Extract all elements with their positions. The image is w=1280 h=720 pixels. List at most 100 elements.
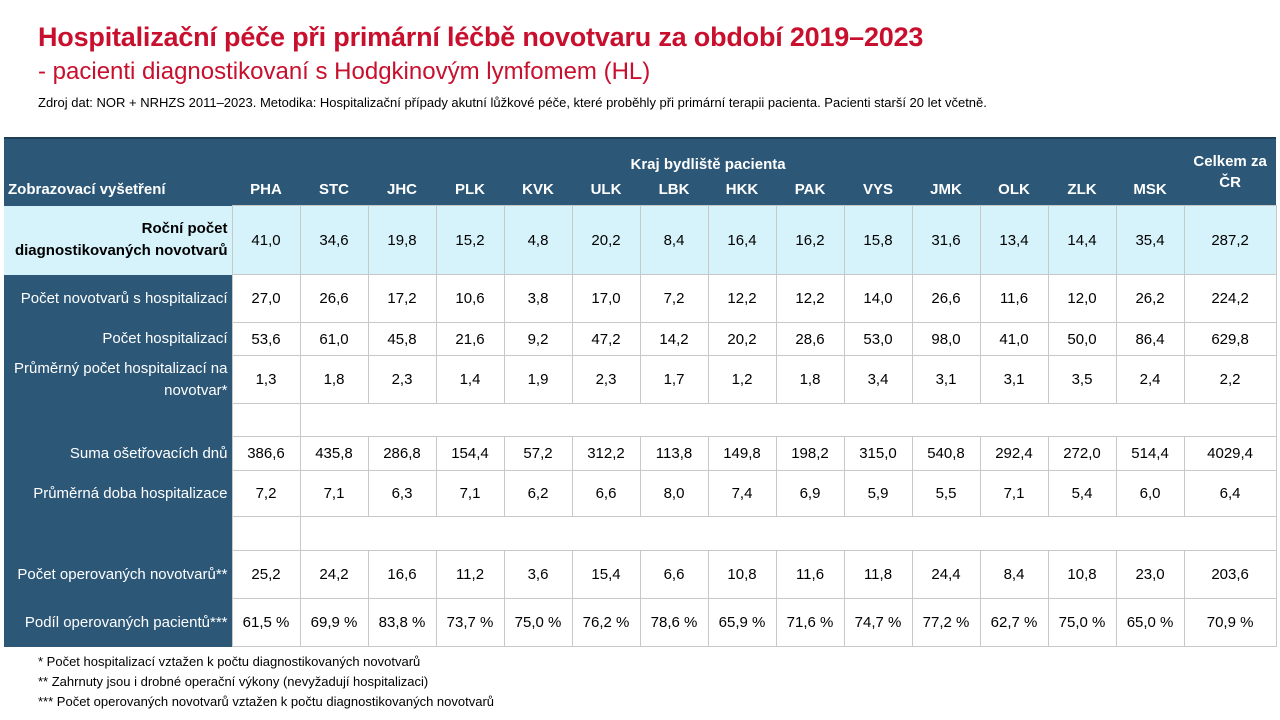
- value-cell: 315,0: [843, 436, 913, 471]
- value-cell: 53,0: [843, 322, 913, 356]
- value-cell: 2,3: [571, 355, 641, 404]
- value-cell: 12,2: [775, 274, 845, 323]
- value-cell: 47,2: [571, 322, 641, 356]
- value-cell: 540,8: [911, 436, 981, 471]
- value-cell: 17,0: [571, 274, 641, 323]
- value-cell: 10,8: [707, 550, 777, 599]
- value-cell: 149,8: [707, 436, 777, 471]
- row-label: Suma ošetřovacích dnů: [4, 436, 232, 471]
- value-cell: 34,6: [299, 205, 369, 275]
- value-cell: 62,7 %: [979, 598, 1049, 647]
- value-cell: 23,0: [1115, 550, 1185, 599]
- value-cell: 11,8: [843, 550, 913, 599]
- region-header: STC: [300, 173, 368, 206]
- value-cell: 77,2 %: [911, 598, 981, 647]
- value-cell: 272,0: [1047, 436, 1117, 471]
- value-cell: 71,6 %: [775, 598, 845, 647]
- region-header: PHA: [232, 173, 300, 206]
- value-cell: 6,3: [367, 470, 437, 517]
- value-cell: 5,4: [1047, 470, 1117, 517]
- region-header: LBK: [640, 173, 708, 206]
- value-cell: 28,6: [775, 322, 845, 356]
- value-cell: 26,6: [299, 274, 369, 323]
- value-cell: 76,2 %: [571, 598, 641, 647]
- value-cell: 8,4: [639, 205, 709, 275]
- value-cell: 12,0: [1047, 274, 1117, 323]
- value-cell: 6,6: [639, 550, 709, 599]
- value-cell: 35,4: [1115, 205, 1185, 275]
- hospitalization-table: Kraj bydliště pacienta Celkem za ČR Zobr…: [4, 137, 1277, 647]
- spacer-cell: [299, 516, 1277, 551]
- total-cell: 203,6: [1183, 550, 1277, 599]
- value-cell: 11,2: [435, 550, 505, 599]
- page-title: Hospitalizační péče při primární léčbě n…: [38, 22, 924, 52]
- table-row: Počet operovaných novotvarů** 25,2 24,2 16…: [4, 550, 1277, 599]
- value-cell: 3,1: [911, 355, 981, 404]
- value-cell: 13,4: [979, 205, 1049, 275]
- value-cell: 2,3: [367, 355, 437, 404]
- total-cell: 70,9 %: [1183, 598, 1277, 647]
- region-header: MSK: [1116, 173, 1185, 206]
- value-cell: 3,1: [979, 355, 1049, 404]
- value-cell: 6,0: [1115, 470, 1185, 517]
- value-cell: 7,1: [979, 470, 1049, 517]
- value-cell: 78,6 %: [639, 598, 709, 647]
- value-cell: 7,1: [299, 470, 369, 517]
- table-row: Průměrný počet hospitalizací na novotvar…: [4, 355, 1277, 404]
- value-cell: 24,4: [911, 550, 981, 599]
- value-cell: 3,6: [503, 550, 573, 599]
- spacer-row: [4, 403, 1277, 437]
- row-label: Průměrná doba hospitalizace: [4, 470, 232, 517]
- value-cell: 12,2: [707, 274, 777, 323]
- region-header: HKK: [708, 173, 776, 206]
- value-cell: 41,0: [231, 205, 301, 275]
- value-cell: 4,8: [503, 205, 573, 275]
- value-cell: 154,4: [435, 436, 505, 471]
- total-cell: 4029,4: [1183, 436, 1277, 471]
- value-cell: 3,4: [843, 355, 913, 404]
- region-header: PAK: [776, 173, 844, 206]
- value-cell: 1,4: [435, 355, 505, 404]
- table-row: Počet hospitalizací 53,6 61,0 45,8 21,6 9,2 4…: [4, 322, 1277, 356]
- value-cell: 83,8 %: [367, 598, 437, 647]
- value-cell: 15,2: [435, 205, 505, 275]
- value-cell: 1,8: [775, 355, 845, 404]
- value-cell: 98,0: [911, 322, 981, 356]
- value-cell: 50,0: [1047, 322, 1117, 356]
- value-cell: 69,9 %: [299, 598, 369, 647]
- value-cell: 8,4: [979, 550, 1049, 599]
- value-cell: 1,8: [299, 355, 369, 404]
- value-cell: 61,0: [299, 322, 369, 356]
- table-row: Roční počet diagnostikovaných novotvarů …: [4, 205, 1277, 275]
- spacer-cell: [231, 516, 301, 551]
- value-cell: 20,2: [707, 322, 777, 356]
- value-cell: 26,6: [911, 274, 981, 323]
- value-cell: 6,6: [571, 470, 641, 517]
- spacer-row: [4, 516, 1277, 551]
- value-cell: 15,8: [843, 205, 913, 275]
- value-cell: 1,9: [503, 355, 573, 404]
- row-label: Podíl operovaných pacientů***: [4, 598, 232, 647]
- value-cell: 15,4: [571, 550, 641, 599]
- value-cell: 10,6: [435, 274, 505, 323]
- value-cell: 16,6: [367, 550, 437, 599]
- row-label: Počet novotvarů s hospitalizací: [4, 274, 232, 323]
- value-cell: 16,4: [707, 205, 777, 275]
- value-cell: 16,2: [775, 205, 845, 275]
- row-label: Roční počet diagnostikovaných novotvarů: [4, 205, 232, 275]
- value-cell: 8,0: [639, 470, 709, 517]
- table-row: Počet novotvarů s hospitalizací 27,0 26,6…: [4, 274, 1277, 323]
- value-cell: 61,5 %: [231, 598, 301, 647]
- row-label: Počet hospitalizací: [4, 322, 232, 356]
- value-cell: 20,2: [571, 205, 641, 275]
- value-cell: 312,2: [571, 436, 641, 471]
- region-header: JMK: [912, 173, 980, 206]
- row-label: Počet operovaných novotvarů**: [4, 550, 232, 599]
- value-cell: 17,2: [367, 274, 437, 323]
- region-header: KVK: [504, 173, 572, 206]
- value-cell: 24,2: [299, 550, 369, 599]
- value-cell: 11,6: [775, 550, 845, 599]
- value-cell: 7,2: [639, 274, 709, 323]
- footnotes: * Počet hospitalizací vztažen k počtu di…: [38, 652, 494, 712]
- value-cell: 7,2: [231, 470, 301, 517]
